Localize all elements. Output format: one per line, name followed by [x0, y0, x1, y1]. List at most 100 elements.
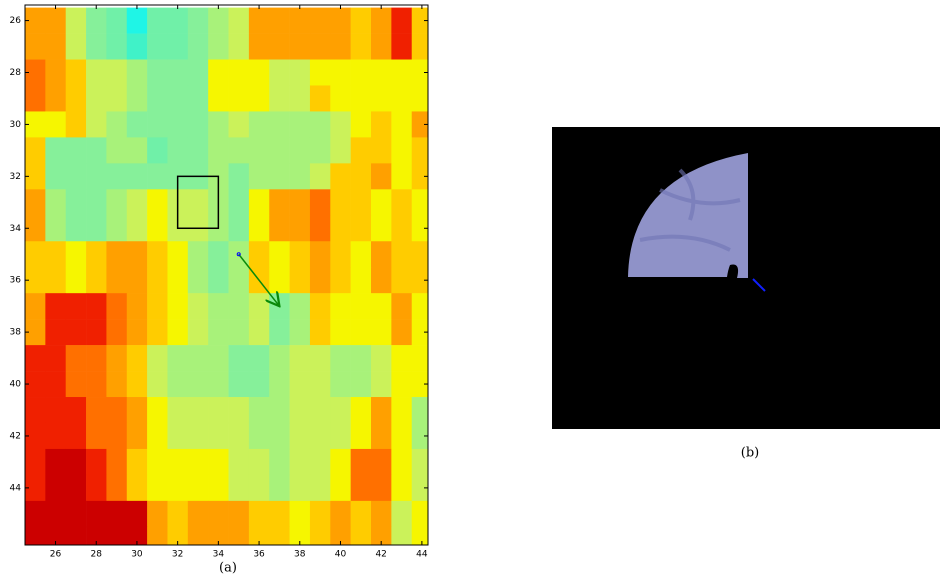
cell	[228, 345, 250, 372]
cell	[228, 293, 250, 320]
region-box	[176, 175, 220, 230]
cell	[147, 241, 168, 268]
cell	[391, 293, 413, 320]
cell	[289, 163, 311, 190]
cell	[208, 371, 229, 398]
cell	[228, 33, 250, 60]
cell	[391, 267, 413, 294]
cell	[350, 345, 372, 372]
cell	[411, 526, 428, 545]
cell	[391, 345, 413, 372]
cell	[208, 33, 229, 60]
cell	[248, 163, 270, 190]
cell	[86, 397, 107, 424]
cell	[65, 526, 87, 545]
cell	[45, 241, 67, 268]
cell	[228, 319, 250, 346]
cell	[25, 397, 46, 424]
cell	[289, 7, 311, 34]
cell	[25, 293, 46, 320]
cell	[86, 345, 107, 372]
cell	[65, 241, 87, 268]
cell	[86, 500, 107, 528]
cell	[65, 422, 87, 450]
cell	[106, 137, 128, 164]
cell	[147, 474, 168, 502]
cell	[147, 371, 168, 398]
cell	[248, 526, 270, 545]
cell	[65, 448, 87, 476]
cell	[330, 137, 351, 164]
cell	[309, 189, 331, 216]
cell	[411, 7, 428, 34]
cell	[248, 422, 270, 450]
cell	[228, 267, 250, 294]
cell	[391, 500, 413, 528]
cell	[228, 448, 250, 476]
cell	[187, 137, 209, 164]
cell	[147, 293, 168, 320]
cell	[208, 345, 229, 372]
cell	[391, 371, 413, 398]
cell	[106, 59, 128, 86]
cell	[289, 319, 311, 346]
cell	[391, 422, 413, 450]
cell	[25, 345, 46, 372]
cell	[411, 33, 428, 60]
cell	[391, 241, 413, 268]
cell	[289, 137, 311, 164]
cell	[269, 345, 290, 372]
cell	[45, 474, 67, 502]
caption: (a)	[219, 561, 237, 576]
cell	[330, 474, 351, 502]
cell	[147, 397, 168, 424]
cell	[371, 500, 392, 528]
cell	[106, 111, 128, 138]
cell	[350, 397, 372, 424]
cell	[269, 241, 290, 268]
cell	[289, 500, 311, 528]
cell	[228, 526, 250, 545]
cell	[25, 526, 46, 545]
cell	[25, 33, 46, 60]
cell	[269, 371, 290, 398]
cell	[167, 319, 189, 346]
cell	[371, 371, 392, 398]
cell	[411, 111, 428, 138]
cell	[106, 293, 128, 320]
cell	[411, 215, 428, 242]
cell	[248, 448, 270, 476]
cell	[106, 371, 128, 398]
cell	[86, 215, 107, 242]
cell	[45, 189, 67, 216]
cell	[350, 448, 372, 476]
cell	[106, 397, 128, 424]
cell	[25, 267, 46, 294]
cell	[167, 397, 189, 424]
cell	[208, 111, 229, 138]
cell	[371, 474, 392, 502]
cell	[25, 7, 46, 34]
cell	[228, 163, 250, 190]
cell	[228, 215, 250, 242]
cell	[86, 59, 107, 86]
cell	[126, 448, 148, 476]
cell	[147, 526, 168, 545]
cell	[208, 526, 229, 545]
cell	[208, 448, 229, 476]
cell	[86, 474, 107, 502]
cell	[289, 526, 311, 545]
cell	[269, 137, 290, 164]
cell	[45, 59, 67, 86]
cell	[248, 241, 270, 268]
cell	[391, 111, 413, 138]
cell	[65, 111, 87, 138]
cell	[371, 267, 392, 294]
cell	[228, 59, 250, 86]
cell	[289, 345, 311, 372]
y-tick-label: 38	[10, 328, 22, 338]
cell	[350, 241, 372, 268]
x-tick-label: 42	[375, 550, 386, 560]
cell	[228, 137, 250, 164]
